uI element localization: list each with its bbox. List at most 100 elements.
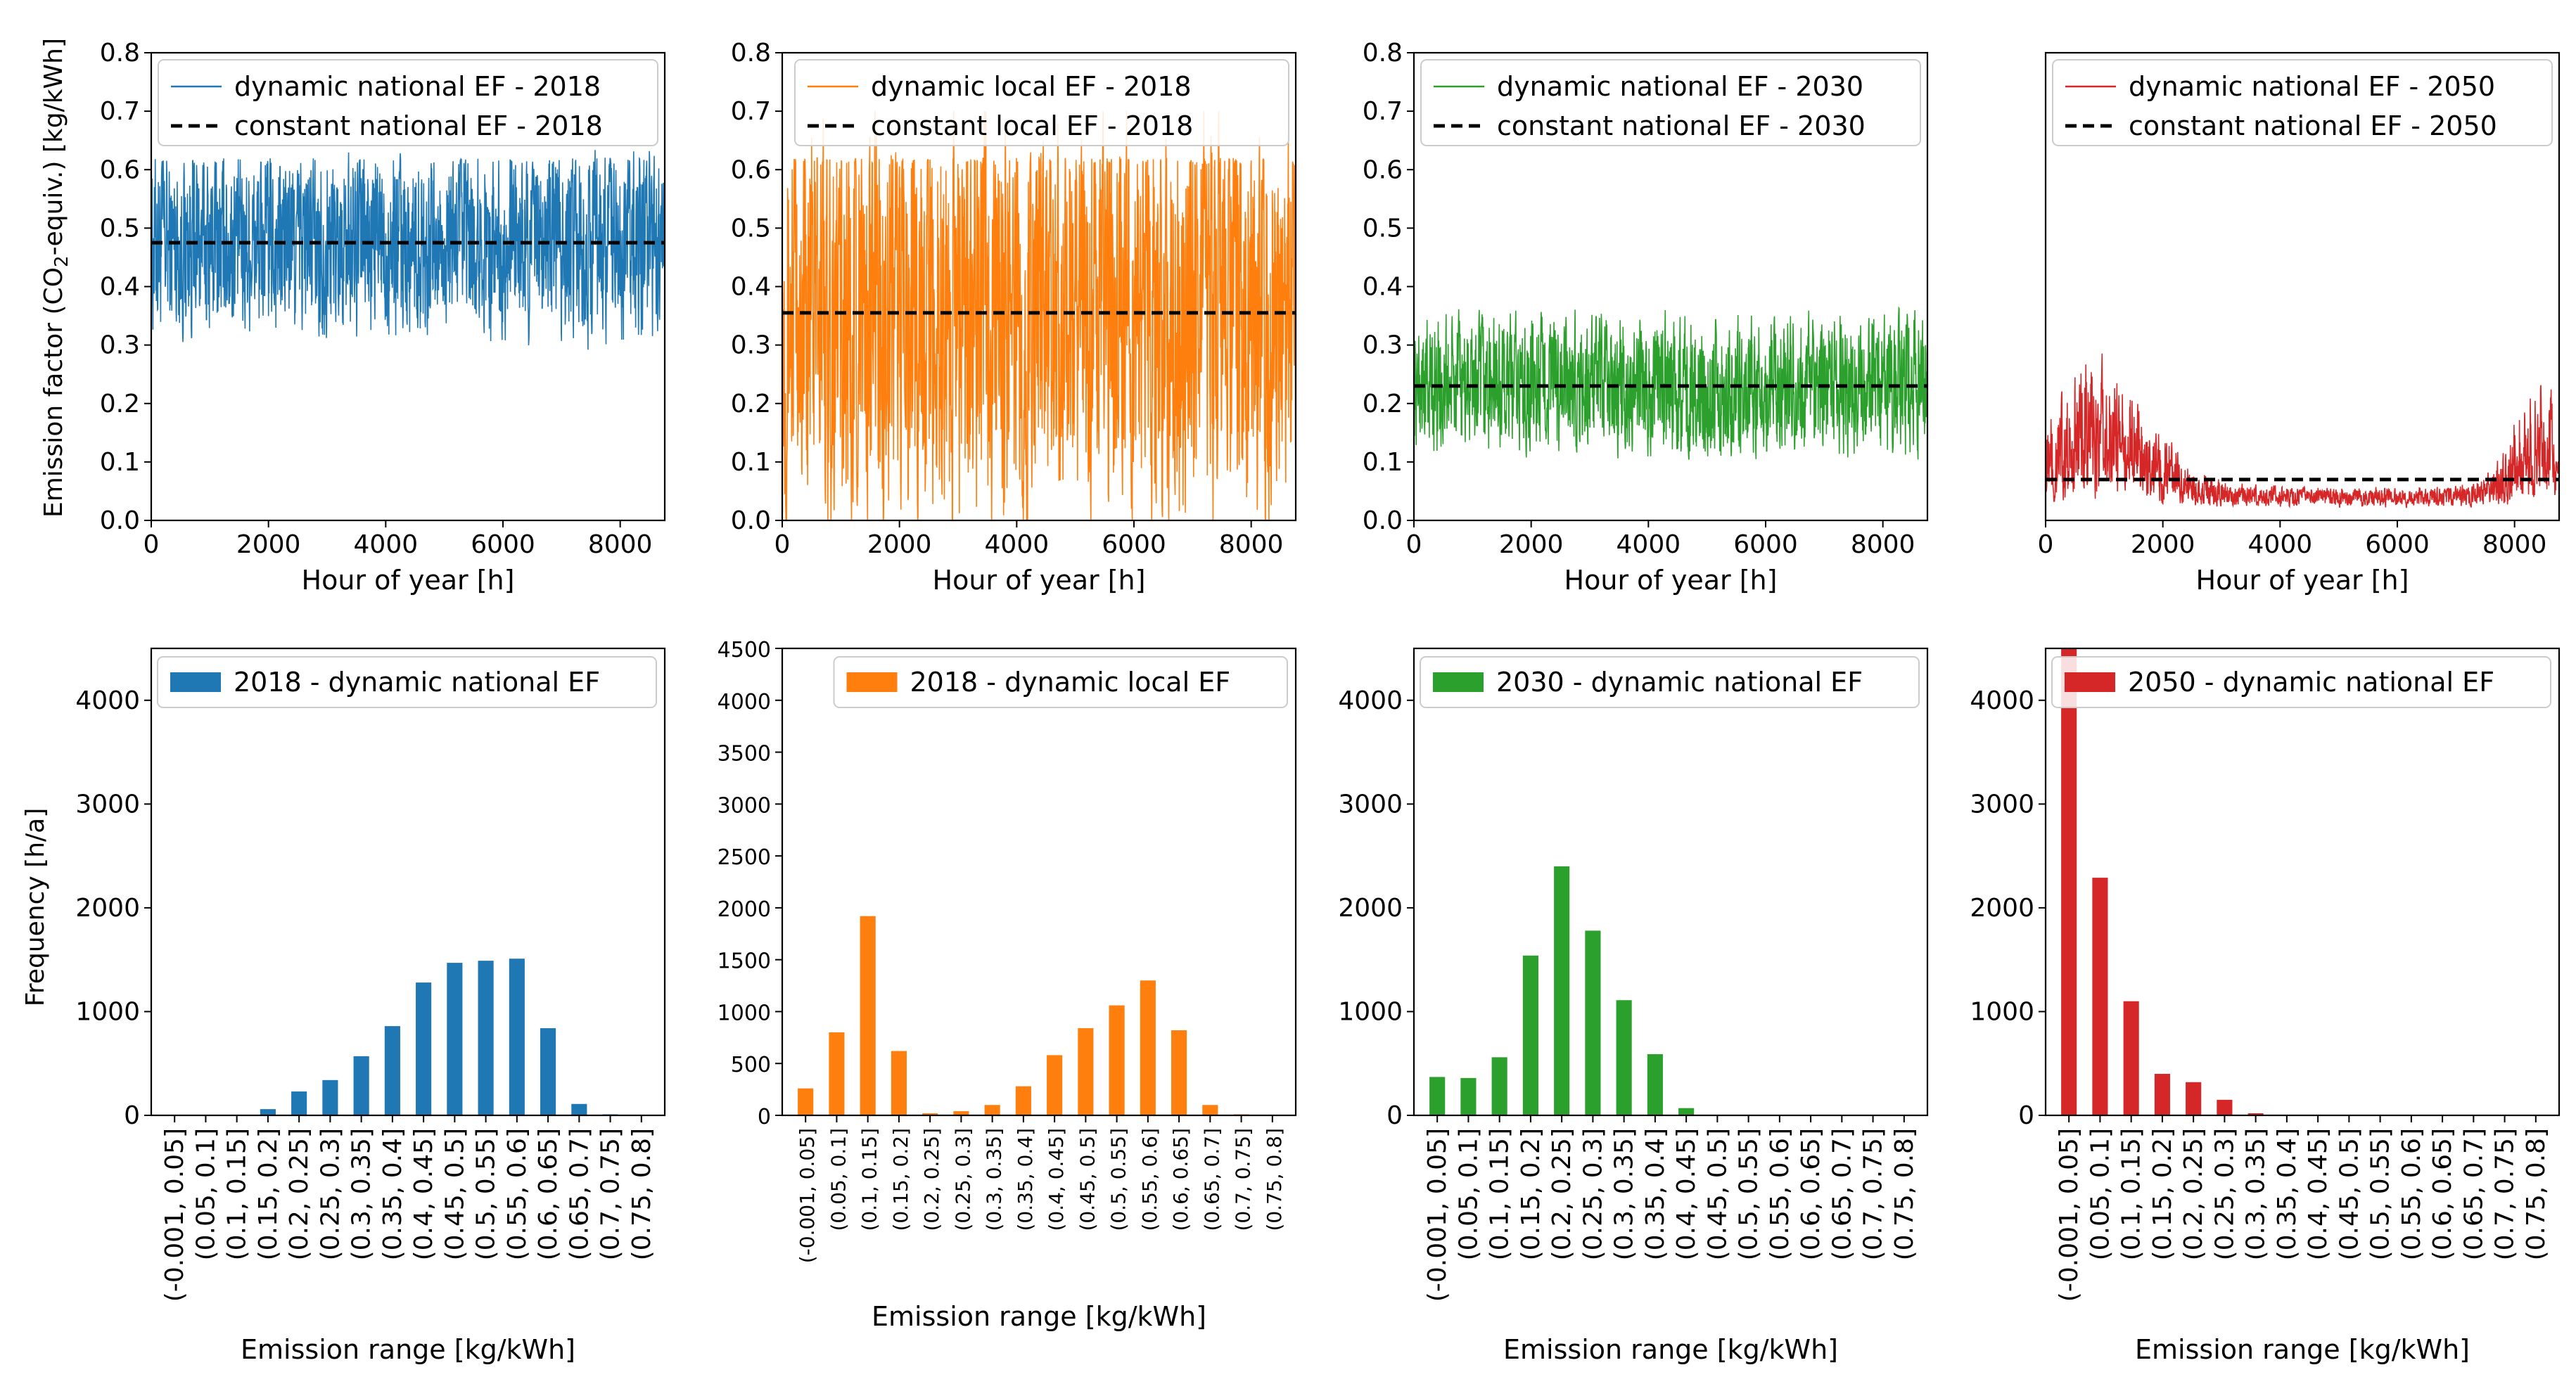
y-tick-label: 0.3 bbox=[100, 331, 140, 360]
category-label: (0.6, 0.65] bbox=[1797, 1128, 1825, 1260]
y-tick-label: 4000 bbox=[75, 686, 140, 715]
category-label: (0.55, 0.6] bbox=[2397, 1128, 2426, 1260]
bar-3 bbox=[1491, 1057, 1507, 1115]
category-label: (0.15, 0.2] bbox=[254, 1128, 283, 1260]
category-label: (0.35, 0.4] bbox=[378, 1128, 407, 1260]
y-tick-label: 4000 bbox=[1338, 686, 1403, 715]
y-tick-label: 0.3 bbox=[1363, 331, 1403, 360]
category-label: (0.6, 0.65] bbox=[2428, 1128, 2457, 1260]
x-tick-label: 8000 bbox=[1219, 530, 1284, 559]
category-label: (0.6, 0.65] bbox=[1169, 1128, 1192, 1231]
category-label: (0.4, 0.45] bbox=[409, 1128, 438, 1260]
x-tick-label: 8000 bbox=[588, 530, 653, 559]
legend-swatch bbox=[1433, 672, 1484, 692]
category-label: (0.2, 0.25] bbox=[920, 1128, 943, 1231]
x-tick-label: 2000 bbox=[867, 530, 932, 559]
y-tick-label: 0 bbox=[2018, 1101, 2034, 1130]
bar-6 bbox=[1585, 930, 1601, 1115]
bar-5 bbox=[291, 1091, 307, 1115]
bar-4 bbox=[891, 1051, 907, 1115]
legend-box-1 bbox=[158, 59, 658, 146]
bar-11 bbox=[1109, 1005, 1125, 1115]
y-tick-label: 0.7 bbox=[100, 97, 140, 126]
y-tick-label: 1500 bbox=[718, 949, 771, 974]
legend-box-4 bbox=[2052, 59, 2553, 146]
y-tick-label: 2000 bbox=[75, 894, 140, 923]
category-label: (0.25, 0.3] bbox=[951, 1128, 974, 1231]
category-label: (0.65, 0.7] bbox=[565, 1128, 594, 1260]
y-tick-label: 1000 bbox=[1970, 997, 2034, 1026]
plot-frame-bar-3 bbox=[1413, 647, 1929, 1117]
y-tick-label: 2500 bbox=[718, 845, 771, 870]
category-label: (0.25, 0.3] bbox=[316, 1128, 345, 1260]
category-label: (0.1, 0.15] bbox=[2117, 1128, 2146, 1260]
category-label: (0.05, 0.1] bbox=[191, 1128, 220, 1260]
legend-box-bar-4 bbox=[2051, 656, 2551, 708]
category-label: (0.5, 0.55] bbox=[1107, 1128, 1130, 1231]
y-tick-label: 0.4 bbox=[100, 273, 140, 302]
y-tick-label: 3000 bbox=[75, 790, 140, 819]
x-tick-label: 0 bbox=[2038, 530, 2054, 559]
category-label: (0.45, 0.5] bbox=[1076, 1128, 1099, 1231]
legend-label: 2018 - dynamic national EF bbox=[234, 667, 600, 698]
x-axis-label: Emission range [kg/kWh] bbox=[1503, 1334, 1838, 1365]
bar-4 bbox=[260, 1109, 276, 1115]
x-axis-label: Hour of year [h] bbox=[302, 565, 515, 596]
category-label: (0.65, 0.7] bbox=[1200, 1128, 1223, 1231]
bar-13 bbox=[1171, 1030, 1187, 1115]
legend-box-bar-3 bbox=[1420, 656, 1920, 708]
category-label: (0.4, 0.45] bbox=[1672, 1128, 1701, 1260]
x-axis-label: Hour of year [h] bbox=[933, 565, 1146, 596]
y-tick-label: 0.3 bbox=[731, 331, 771, 360]
category-label: (0.2, 0.25] bbox=[1548, 1128, 1576, 1260]
x-tick-label: 6000 bbox=[471, 530, 535, 559]
y-tick-label: 0.8 bbox=[100, 39, 140, 68]
plot-frame-bar-4 bbox=[2044, 647, 2561, 1117]
bar-10 bbox=[447, 963, 463, 1115]
y-tick-label: 0.0 bbox=[1363, 506, 1403, 535]
category-label: (0.4, 0.45] bbox=[1045, 1128, 1068, 1231]
series-line-4 bbox=[2045, 353, 2560, 508]
category-label: (0.7, 0.75] bbox=[597, 1128, 625, 1260]
bar-8 bbox=[384, 1026, 400, 1115]
bar-8 bbox=[1647, 1053, 1663, 1115]
category-label: (-0.001, 0.05] bbox=[1423, 1128, 1452, 1302]
x-tick-label: 4000 bbox=[2248, 530, 2313, 559]
bar-6 bbox=[2217, 1099, 2233, 1115]
category-label: (0.75, 0.8] bbox=[2522, 1128, 2551, 1260]
category-label: (0.25, 0.3] bbox=[2210, 1128, 2239, 1260]
legend-label-constant: constant national EF - 2018 bbox=[234, 110, 603, 141]
x-tick-label: 2000 bbox=[236, 530, 301, 559]
y-tick-label: 2000 bbox=[718, 897, 771, 922]
bar-12 bbox=[1140, 980, 1156, 1115]
bar-2 bbox=[1460, 1077, 1477, 1115]
bar-11 bbox=[478, 961, 494, 1115]
category-label: (-0.001, 0.05] bbox=[160, 1128, 189, 1302]
category-label: (0.35, 0.4] bbox=[1641, 1128, 1670, 1260]
y-tick-label: 2000 bbox=[1970, 894, 2034, 923]
category-label: (0.15, 0.2] bbox=[889, 1128, 912, 1231]
category-label: (0.1, 0.15] bbox=[1486, 1128, 1515, 1260]
bar-9 bbox=[1047, 1055, 1063, 1115]
y-tick-label: 0.4 bbox=[1363, 273, 1403, 302]
y-tick-label: 0.0 bbox=[731, 506, 771, 535]
series-line-3 bbox=[1413, 306, 1928, 460]
y-tick-label: 4000 bbox=[1970, 686, 2034, 715]
y-tick-label: 0 bbox=[758, 1105, 771, 1129]
legend-box-3 bbox=[1420, 59, 1921, 146]
bar-9 bbox=[1678, 1108, 1695, 1115]
bar-2 bbox=[829, 1032, 845, 1115]
bar-8 bbox=[1015, 1086, 1031, 1115]
category-label: (0.45, 0.5] bbox=[2335, 1128, 2364, 1260]
category-label: (0.45, 0.5] bbox=[440, 1128, 469, 1260]
category-label: (0.55, 0.6] bbox=[503, 1128, 532, 1260]
bar-5 bbox=[922, 1113, 938, 1115]
legend-label: 2050 - dynamic national EF bbox=[2128, 667, 2494, 698]
y-tick-label: 1000 bbox=[75, 997, 140, 1026]
x-tick-label: 8000 bbox=[1851, 530, 1915, 559]
category-label: (0.35, 0.4] bbox=[1014, 1128, 1037, 1231]
x-tick-label: 4000 bbox=[985, 530, 1050, 559]
category-label: (0.7, 0.75] bbox=[1232, 1128, 1255, 1231]
category-label: (-0.001, 0.05] bbox=[2055, 1128, 2084, 1302]
category-label: (0.65, 0.7] bbox=[1828, 1128, 1856, 1260]
